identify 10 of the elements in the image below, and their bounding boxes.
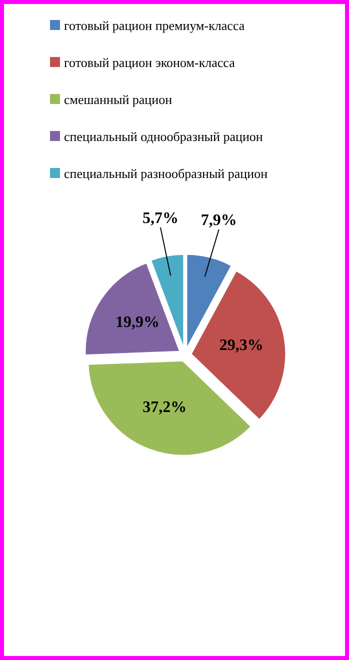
data-label: 19,9% — [116, 314, 160, 332]
data-label: 37,2% — [142, 398, 187, 416]
data-label: 29,3% — [219, 336, 264, 354]
legend-label: смешанный рацион — [64, 92, 172, 107]
legend-label: готовый рацион эконом-класса — [64, 55, 236, 70]
legend-label: специальный однообразный рацион — [64, 129, 263, 144]
data-label: 7,9% — [200, 212, 237, 230]
data-label: 5,7% — [142, 210, 178, 228]
legend-label: готовый рацион премиум-класса — [64, 18, 245, 33]
legend-label: специальный разнообразный рацион — [64, 166, 268, 181]
